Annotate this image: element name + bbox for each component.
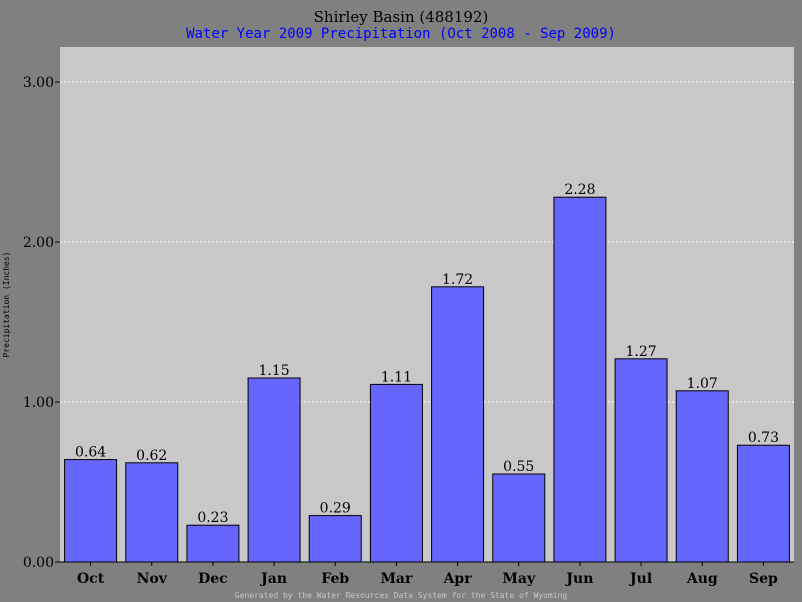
data-label-nov: 0.62 xyxy=(136,448,167,464)
chart-title: Shirley Basin (488192) xyxy=(314,8,489,26)
chart-subtitle: Water Year 2009 Precipitation (Oct 2008 … xyxy=(186,26,616,42)
data-label-aug: 1.07 xyxy=(687,376,718,392)
bar-feb xyxy=(308,515,362,563)
y-tick-label: 2.00 xyxy=(23,235,54,251)
x-tick-label-jul: Jul xyxy=(628,571,652,587)
bar-dec xyxy=(186,524,240,563)
data-labels: 0.64 0.62 0.23 1.15 0.29 1.11 1.72 0.55 2.28 1.27… xyxy=(75,182,779,526)
data-label-dec: 0.23 xyxy=(197,510,228,526)
y-axis-label: Precipitation (Inches) xyxy=(2,252,11,358)
plot-area xyxy=(60,47,794,562)
bar-jul xyxy=(614,358,668,563)
y-tick-label: 1.00 xyxy=(23,395,54,411)
x-tick-label-feb: Feb xyxy=(321,571,349,587)
bar-jan xyxy=(247,377,301,563)
data-label-mar: 1.11 xyxy=(381,369,412,385)
bar-nov xyxy=(125,462,179,563)
x-tick-label-mar: Mar xyxy=(380,571,413,587)
y-tick-label: 0.00 xyxy=(23,555,54,571)
x-tick-label-sep: Sep xyxy=(749,571,778,587)
bar-apr xyxy=(431,286,485,563)
footer-credit: Generated by the Water Resources Data Sy… xyxy=(235,591,568,600)
data-label-oct: 0.64 xyxy=(75,445,106,461)
x-tick-label-nov: Nov xyxy=(137,571,168,587)
data-label-jul: 1.27 xyxy=(625,344,656,360)
bars xyxy=(64,196,790,563)
data-label-jan: 1.15 xyxy=(258,363,289,379)
x-tick-label-may: May xyxy=(502,571,536,587)
x-tick-label-apr: Apr xyxy=(443,571,473,587)
x-tick-label-jun: Jun xyxy=(564,571,593,587)
data-label-jun: 2.28 xyxy=(564,182,595,198)
data-label-apr: 1.72 xyxy=(442,272,473,288)
x-tick-label-dec: Dec xyxy=(198,571,228,587)
x-tick-label-aug: Aug xyxy=(686,571,718,587)
bar-sep xyxy=(736,444,790,563)
x-axis-ticks: Oct Nov Dec Jan Feb Mar Apr May Jun Jul Aug Sep xyxy=(77,562,778,587)
x-tick-label-oct: Oct xyxy=(77,571,105,587)
data-label-may: 0.55 xyxy=(503,459,534,475)
y-axis-ticks: 0.00 1.00 2.00 3.00 xyxy=(23,75,60,571)
data-label-sep: 0.73 xyxy=(748,430,779,446)
bar-oct xyxy=(64,459,118,563)
bar-jun xyxy=(553,196,607,563)
bar-mar xyxy=(369,383,423,563)
bar-may xyxy=(492,473,546,563)
bar-aug xyxy=(675,390,729,563)
y-tick-label: 3.00 xyxy=(23,75,54,91)
x-tick-label-jan: Jan xyxy=(259,571,287,587)
data-label-feb: 0.29 xyxy=(320,501,351,517)
